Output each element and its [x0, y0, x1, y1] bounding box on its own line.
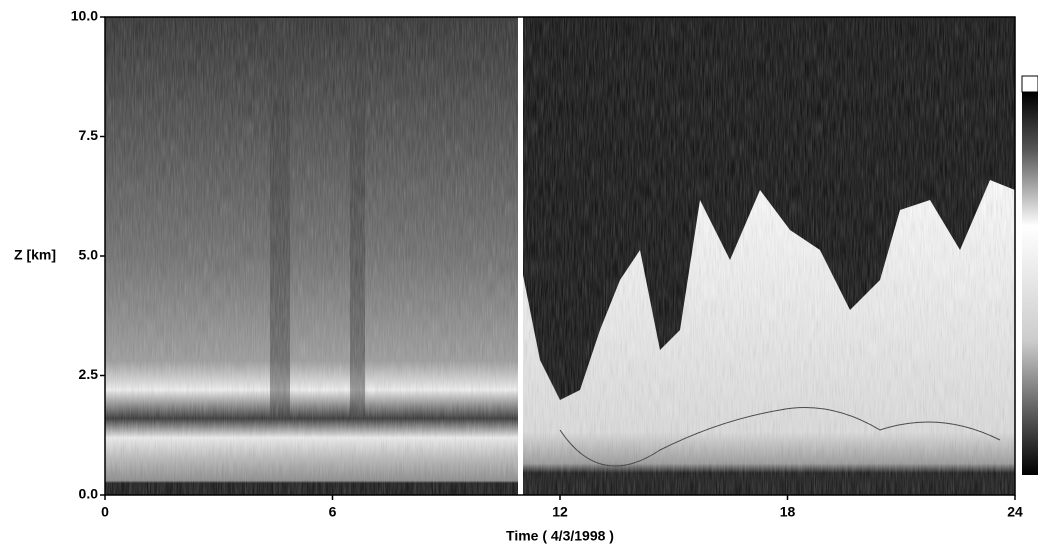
y-tick-label: 0.0 — [79, 486, 99, 502]
x-tick-label: 0 — [101, 504, 109, 520]
y-tick-label: 2.5 — [79, 366, 99, 382]
y-axis-label: Z [km] — [14, 247, 56, 263]
x-axis-label: Time ( 4/3/1998 ) — [506, 528, 614, 544]
y-tick-label: 7.5 — [79, 127, 99, 143]
x-tick-label: 12 — [552, 504, 568, 520]
y-tick-label: 10.0 — [71, 8, 98, 24]
colorbar-cap — [1021, 75, 1038, 93]
colorbar — [1022, 92, 1038, 475]
x-tick-label: 24 — [1007, 504, 1023, 520]
x-tick-label: 6 — [329, 504, 337, 520]
y-tick-label: 5.0 — [79, 247, 99, 263]
x-tick-label: 18 — [780, 504, 796, 520]
lidar-field — [105, 17, 1015, 495]
